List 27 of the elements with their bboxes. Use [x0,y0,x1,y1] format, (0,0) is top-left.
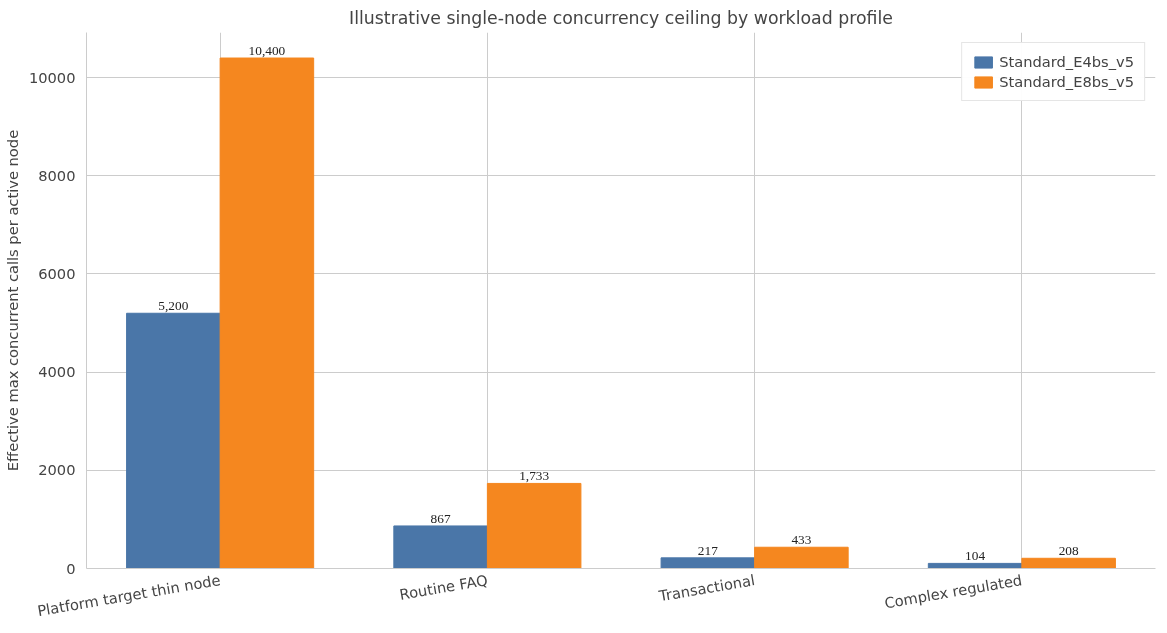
bar [660,557,756,569]
chart-title: Illustrative single-node concurrency ceiling by workload profile [349,7,893,28]
x-tick-label: Complex regulated [883,571,1024,612]
data-label: 217 [697,542,719,558]
data-label: 1,733 [519,468,550,484]
y-tick-label: 6000 [38,264,76,282]
y-tick-label: 4000 [38,363,76,381]
y-tick-label: 8000 [38,166,76,184]
y-tick-label: 10000 [28,68,76,86]
bar [393,525,488,569]
bar [1021,557,1116,569]
data-label: 867 [430,510,451,526]
bar [754,546,849,569]
legend-label: Standard_E4bs_v5 [999,53,1134,70]
x-tick-label: Routine FAQ [398,571,489,603]
data-label: 208 [1058,543,1079,559]
bar [126,312,221,569]
y-axis-title: Effective max concurrent calls per active node [3,129,21,472]
data-label: 10,400 [248,43,286,59]
y-tick-label: 2000 [38,461,76,479]
bar [486,482,582,569]
data-label: 5,200 [158,298,189,314]
data-label: 104 [965,548,986,564]
legend-label: Standard_E8bs_v5 [999,73,1134,90]
data-label: 433 [791,532,812,548]
y-tick-label: 0 [66,559,76,577]
bar [219,57,315,569]
